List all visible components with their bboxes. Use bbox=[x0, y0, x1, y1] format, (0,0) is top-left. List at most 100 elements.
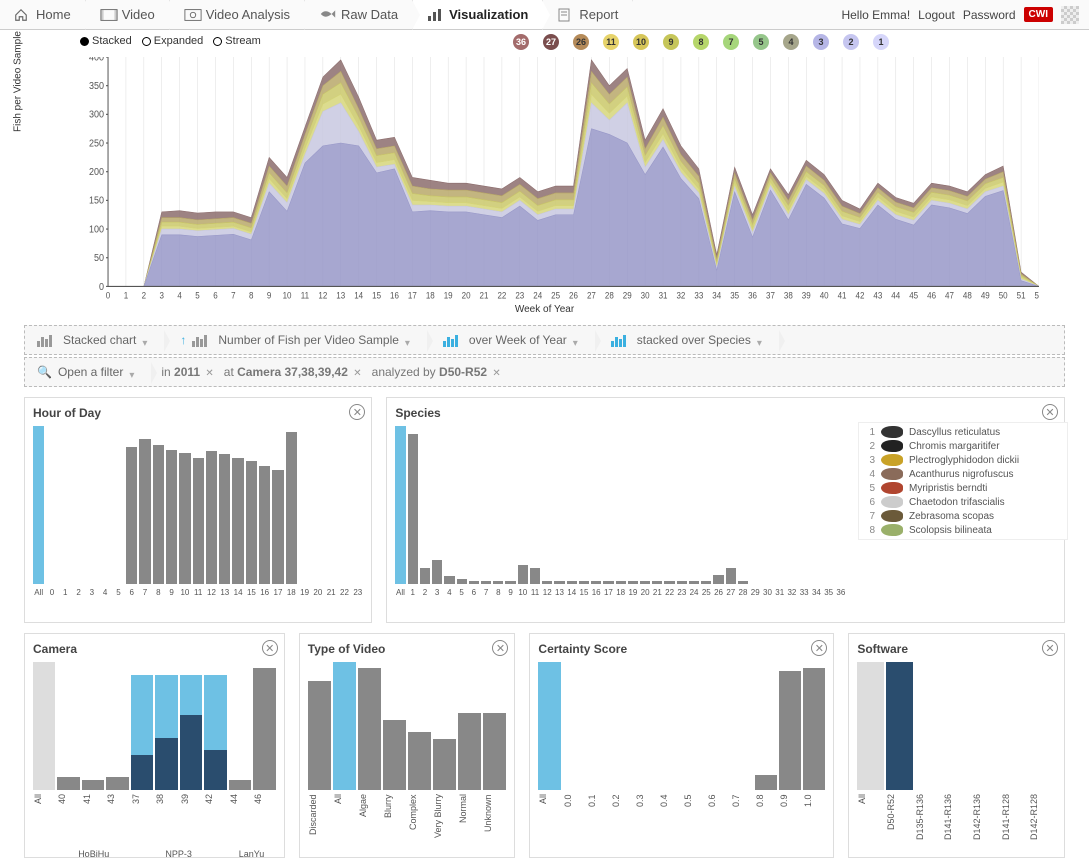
bar-4[interactable] bbox=[99, 426, 110, 584]
bar-Discarded[interactable] bbox=[308, 662, 331, 790]
bar-4[interactable] bbox=[444, 426, 454, 584]
bar-22[interactable] bbox=[664, 426, 674, 584]
bar-0.8[interactable] bbox=[755, 662, 777, 790]
bar-All[interactable] bbox=[857, 662, 884, 790]
bar-36[interactable] bbox=[836, 426, 846, 584]
bar-12[interactable] bbox=[542, 426, 552, 584]
bar-0.4[interactable] bbox=[659, 662, 681, 790]
series-badge-5[interactable]: 5 bbox=[753, 34, 769, 50]
nav-item-video-analysis[interactable]: Video Analysis bbox=[170, 0, 305, 29]
bar-1[interactable] bbox=[408, 426, 418, 584]
bar-14[interactable] bbox=[567, 426, 577, 584]
bar-2[interactable] bbox=[420, 426, 430, 584]
bar-44[interactable] bbox=[229, 662, 251, 790]
bar-9[interactable] bbox=[166, 426, 177, 584]
bar-1[interactable] bbox=[60, 426, 71, 584]
bar-8[interactable] bbox=[153, 426, 164, 584]
species-legend-item[interactable]: 8Scolopsis bilineata bbox=[863, 523, 1063, 537]
series-badge-27[interactable]: 27 bbox=[543, 34, 559, 50]
bar-0.3[interactable] bbox=[635, 662, 657, 790]
bar-All[interactable] bbox=[333, 662, 356, 790]
bar-Complex[interactable] bbox=[408, 662, 431, 790]
series-badge-8[interactable]: 8 bbox=[693, 34, 709, 50]
bar-Normal[interactable] bbox=[458, 662, 481, 790]
bar-Blurry[interactable] bbox=[383, 662, 406, 790]
bar-23[interactable] bbox=[352, 426, 363, 584]
bar-20[interactable] bbox=[640, 426, 650, 584]
bar-All[interactable] bbox=[395, 426, 405, 584]
bar-14[interactable] bbox=[232, 426, 243, 584]
bar-10[interactable] bbox=[179, 426, 190, 584]
nav-item-visualization[interactable]: Visualization bbox=[413, 0, 543, 29]
bar-3[interactable] bbox=[86, 426, 97, 584]
bar-6[interactable] bbox=[126, 426, 137, 584]
panel-close-button[interactable]: ✕ bbox=[1042, 640, 1058, 656]
species-legend-item[interactable]: 3Plectroglyphidodon dickii bbox=[863, 453, 1063, 467]
control-stacked-chart[interactable]: Stacked chart bbox=[31, 330, 164, 350]
bar-7[interactable] bbox=[139, 426, 150, 584]
mode-stacked[interactable]: Stacked bbox=[80, 35, 132, 47]
series-badge-7[interactable]: 7 bbox=[723, 34, 739, 50]
species-legend-item[interactable]: 7Zebrasoma scopas bbox=[863, 509, 1063, 523]
bar-13[interactable] bbox=[554, 426, 564, 584]
bar-12[interactable] bbox=[206, 426, 217, 584]
bar-9[interactable] bbox=[505, 426, 515, 584]
bar-6[interactable] bbox=[469, 426, 479, 584]
bar-31[interactable] bbox=[775, 426, 785, 584]
bar-D141-R136[interactable] bbox=[943, 662, 970, 790]
control-number-of-fish-per-video-sample[interactable]: ↑Number of Fish per Video Sample bbox=[174, 330, 427, 350]
bar-Algae[interactable] bbox=[358, 662, 381, 790]
bar-21[interactable] bbox=[652, 426, 662, 584]
control-stacked-over-species[interactable]: stacked over Species bbox=[605, 330, 779, 350]
bar-7[interactable] bbox=[481, 426, 491, 584]
remove-filter-icon[interactable]: ✕ bbox=[492, 368, 500, 379]
bar-D142-R128[interactable] bbox=[1029, 662, 1056, 790]
bar-0.2[interactable] bbox=[611, 662, 633, 790]
bar-28[interactable] bbox=[738, 426, 748, 584]
bar-Unknown[interactable] bbox=[483, 662, 506, 790]
bar-0.7[interactable] bbox=[731, 662, 753, 790]
species-legend-item[interactable]: 2Chromis margaritifer bbox=[863, 439, 1063, 453]
bar-0.6[interactable] bbox=[707, 662, 729, 790]
logout-link[interactable]: Logout bbox=[918, 8, 955, 22]
bar-37[interactable] bbox=[131, 662, 153, 790]
bar-0.9[interactable] bbox=[779, 662, 801, 790]
password-link[interactable]: Password bbox=[963, 8, 1016, 22]
bar-2[interactable] bbox=[73, 426, 84, 584]
bar-24[interactable] bbox=[689, 426, 699, 584]
bar-D141-R128[interactable] bbox=[1001, 662, 1028, 790]
mode-expanded[interactable]: Expanded bbox=[142, 35, 204, 47]
series-badge-36[interactable]: 36 bbox=[513, 34, 529, 50]
bar-D50-R52[interactable] bbox=[886, 662, 913, 790]
series-badge-9[interactable]: 9 bbox=[663, 34, 679, 50]
bar-22[interactable] bbox=[339, 426, 350, 584]
remove-filter-icon[interactable]: ✕ bbox=[205, 368, 213, 379]
remove-filter-icon[interactable]: ✕ bbox=[353, 368, 361, 379]
bar-16[interactable] bbox=[259, 426, 270, 584]
bar-11[interactable] bbox=[193, 426, 204, 584]
species-legend[interactable]: 1Dascyllus reticulatus2Chromis margariti… bbox=[858, 422, 1068, 540]
bar-29[interactable] bbox=[750, 426, 760, 584]
species-legend-item[interactable]: 6Chaetodon trifascialis bbox=[863, 495, 1063, 509]
bar-All[interactable] bbox=[538, 662, 560, 790]
bar-27[interactable] bbox=[726, 426, 736, 584]
bar-0[interactable] bbox=[46, 426, 57, 584]
series-badge-11[interactable]: 11 bbox=[603, 34, 619, 50]
bar-5[interactable] bbox=[113, 426, 124, 584]
species-legend-item[interactable]: 5Myripristis berndti bbox=[863, 481, 1063, 495]
bar-16[interactable] bbox=[591, 426, 601, 584]
series-badge-26[interactable]: 26 bbox=[573, 34, 589, 50]
bar-42[interactable] bbox=[204, 662, 226, 790]
bar-21[interactable] bbox=[326, 426, 337, 584]
bar-0.0[interactable] bbox=[563, 662, 585, 790]
nav-item-video[interactable]: Video bbox=[86, 0, 170, 29]
control-over-week-of-year[interactable]: over Week of Year bbox=[437, 330, 595, 350]
bar-33[interactable] bbox=[799, 426, 809, 584]
bar-18[interactable] bbox=[616, 426, 626, 584]
nav-item-raw-data[interactable]: Raw Data bbox=[305, 0, 413, 29]
bar-All[interactable] bbox=[33, 662, 55, 790]
bar-8[interactable] bbox=[493, 426, 503, 584]
bar-32[interactable] bbox=[787, 426, 797, 584]
bar-39[interactable] bbox=[180, 662, 202, 790]
bar-D135-R136[interactable] bbox=[915, 662, 942, 790]
